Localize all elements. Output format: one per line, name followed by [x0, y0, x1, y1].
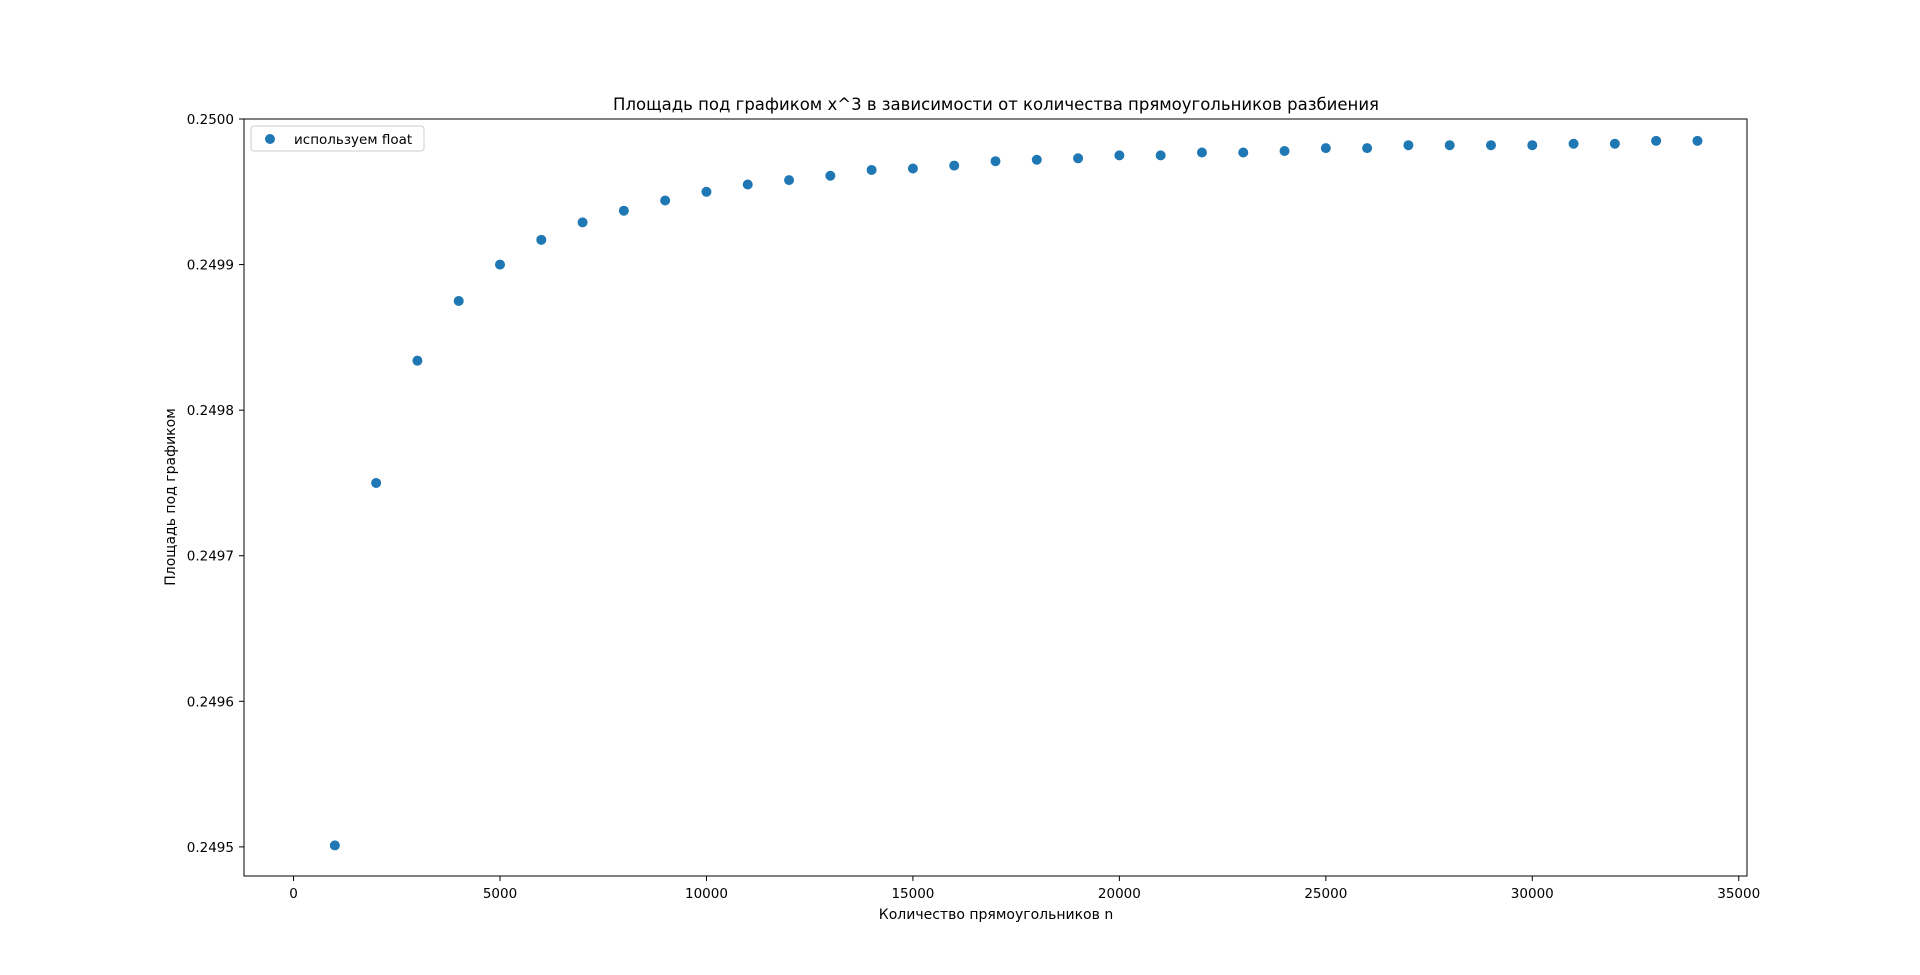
- data-point: [1155, 150, 1166, 161]
- data-point: [1196, 147, 1207, 158]
- y-tick-label: 0.2496: [187, 694, 234, 710]
- x-tick-label: 20000: [1098, 886, 1141, 902]
- y-tick-label: 0.2500: [187, 112, 234, 128]
- data-point: [1320, 143, 1331, 154]
- data-point: [1238, 147, 1249, 158]
- x-tick-label: 30000: [1511, 886, 1554, 902]
- data-point: [1031, 154, 1042, 165]
- data-point: [412, 355, 423, 366]
- data-point: [660, 195, 671, 206]
- data-point: [990, 156, 1001, 167]
- data-point: [536, 234, 547, 245]
- x-tick-label: 25000: [1304, 886, 1347, 902]
- data-point: [907, 163, 918, 174]
- data-point: [1279, 146, 1290, 157]
- y-axis-title: Площадь под графиком: [163, 408, 179, 586]
- data-point: [1568, 138, 1579, 149]
- legend-marker: [265, 134, 275, 144]
- data-point: [371, 477, 382, 488]
- chart-title: Площадь под графиком x^3 в зависимости о…: [613, 95, 1379, 114]
- data-point: [1692, 135, 1703, 146]
- x-tick-label: 5000: [483, 886, 517, 902]
- data-point: [866, 164, 877, 175]
- data-point: [329, 840, 340, 851]
- x-axis-title: Количество прямоугольников n: [879, 907, 1113, 923]
- data-point: [742, 179, 753, 190]
- data-point: [1651, 135, 1662, 146]
- x-tick-label: 10000: [685, 886, 728, 902]
- data-point: [1485, 140, 1496, 151]
- data-point: [1444, 140, 1455, 151]
- legend-label: используем float: [294, 132, 412, 148]
- y-tick-label: 0.2495: [187, 840, 234, 856]
- data-point: [1362, 143, 1373, 154]
- data-point: [618, 205, 629, 216]
- data-point: [784, 175, 795, 186]
- plot-area: [243, 118, 1748, 877]
- x-tick-label: 0: [289, 886, 298, 902]
- legend: используем float: [250, 125, 425, 152]
- y-tick-label: 0.2499: [187, 258, 234, 274]
- legend-box: [250, 125, 425, 152]
- data-point: [1609, 138, 1620, 149]
- data-point: [1073, 153, 1084, 164]
- data-point: [1527, 140, 1538, 151]
- data-points: [329, 135, 1703, 851]
- data-point: [949, 160, 960, 171]
- y-tick-label: 0.2497: [187, 549, 234, 565]
- data-point: [495, 259, 506, 270]
- data-point: [825, 170, 836, 181]
- data-point: [577, 217, 588, 228]
- x-tick-label: 15000: [891, 886, 934, 902]
- y-axis: 0.2495 0.2496 0.2497 0.2498 0.2499 0.2500: [187, 112, 244, 856]
- data-point: [701, 186, 712, 197]
- data-point: [1403, 140, 1414, 151]
- data-point: [1114, 150, 1125, 161]
- x-tick-label: 35000: [1717, 886, 1760, 902]
- y-tick-label: 0.2498: [187, 403, 234, 419]
- data-point: [453, 295, 464, 306]
- x-axis: 0 5000 10000 15000 20000 25000 30000 35000: [289, 876, 1760, 902]
